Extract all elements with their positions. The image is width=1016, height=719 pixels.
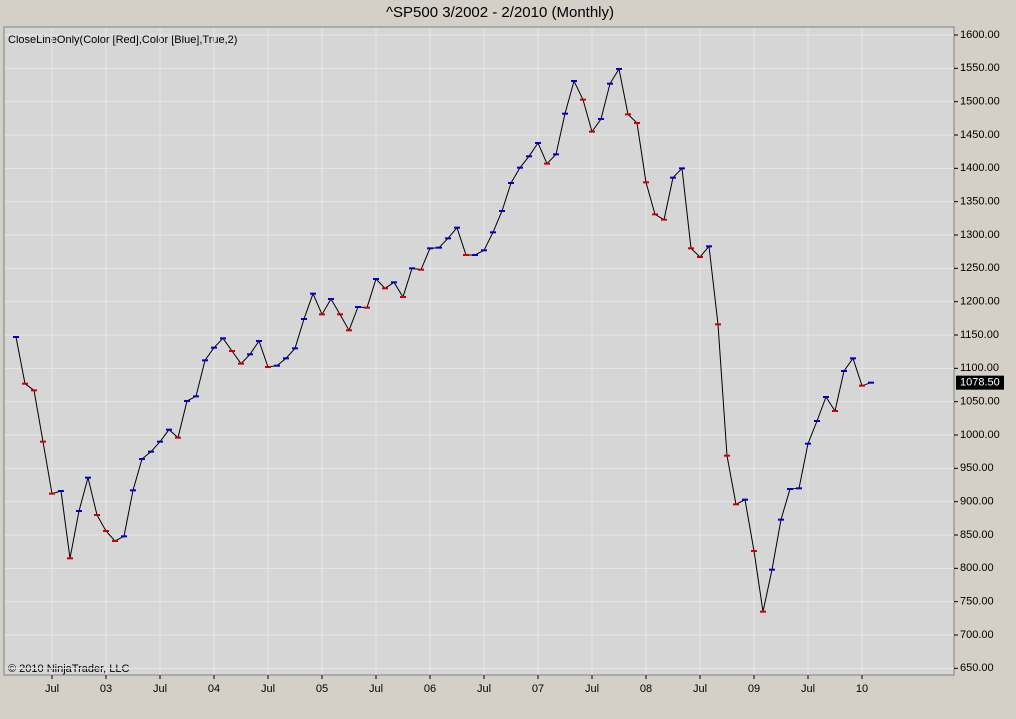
x-tick-label: 10 (856, 683, 868, 695)
x-tick-label: Jul (477, 683, 491, 695)
x-tick-label: Jul (45, 683, 59, 695)
y-tick-label: 1400.00 (960, 162, 1000, 174)
last-value-box (956, 375, 1004, 390)
x-tick-label: Jul (369, 683, 383, 695)
y-tick-label: 1550.00 (960, 62, 1000, 74)
x-tick-label: Jul (153, 683, 167, 695)
y-tick-label: 1350.00 (960, 196, 1000, 208)
last-value-label: 1078.50 (960, 377, 1000, 389)
y-tick-label: 1050.00 (960, 396, 1000, 408)
y-tick-label: 1200.00 (960, 296, 1000, 308)
x-tick-label: 07 (532, 683, 544, 695)
y-tick-label: 900.00 (960, 496, 994, 508)
y-tick-label: 800.00 (960, 562, 994, 574)
y-tick-label: 850.00 (960, 529, 994, 541)
copyright: © 2010 NinjaTrader, LLC (8, 663, 129, 675)
y-tick-label: 1600.00 (960, 29, 1000, 41)
x-tick-label: Jul (693, 683, 707, 695)
y-tick-label: 1500.00 (960, 96, 1000, 108)
close-line (15, 67, 872, 612)
x-tick-label: 05 (316, 683, 328, 695)
x-tick-label: 04 (208, 683, 220, 695)
y-tick-label: 1450.00 (960, 129, 1000, 141)
y-tick-label: 1150.00 (960, 329, 999, 341)
y-tick-label: 1300.00 (960, 229, 1000, 241)
x-tick-label: Jul (261, 683, 275, 695)
y-tick-label: 700.00 (960, 629, 994, 641)
indicator-label: CloseLineOnly(Color [Red],Color [Blue],T… (8, 34, 237, 46)
x-tick-label: 08 (640, 683, 652, 695)
plot-area (3, 26, 955, 676)
y-tick-label: 950.00 (960, 462, 994, 474)
x-tick-label: 06 (424, 683, 436, 695)
x-tick-label: 09 (748, 683, 760, 695)
chart-title: ^SP500 3/2002 - 2/2010 (Monthly) (386, 4, 614, 21)
y-tick-label: 1250.00 (960, 262, 1000, 274)
y-tick-label: 1000.00 (960, 429, 1000, 441)
y-tick-label: 650.00 (960, 662, 994, 674)
x-tick-label: Jul (801, 683, 815, 695)
x-tick-label: 03 (100, 683, 112, 695)
y-tick-label: 750.00 (960, 596, 994, 608)
y-tick-label: 1100.00 (960, 362, 999, 374)
x-tick-label: Jul (585, 683, 599, 695)
